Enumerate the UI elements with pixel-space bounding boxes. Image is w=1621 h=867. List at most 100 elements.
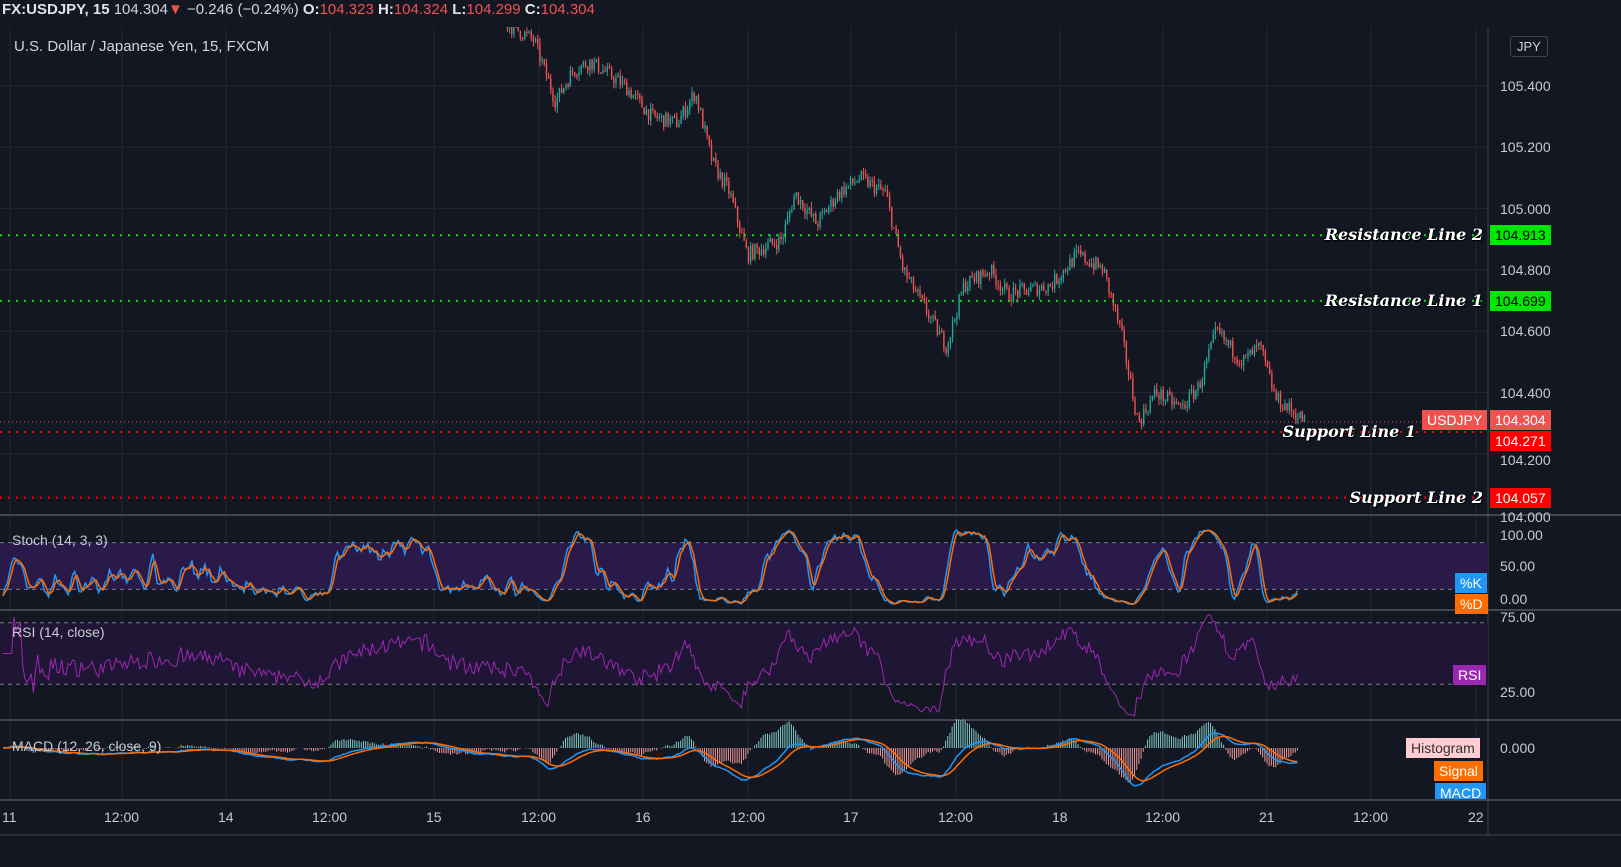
candle-body (812, 214, 815, 217)
candle-body (1247, 353, 1249, 356)
candle-body (884, 190, 886, 192)
candle-body (793, 196, 795, 210)
candle-body (771, 238, 774, 244)
candle-body (977, 271, 980, 284)
stoch-tick: 0.00 (1500, 591, 1528, 607)
candle-body (1212, 333, 1214, 343)
candle-body (1173, 401, 1175, 405)
candle-body (930, 317, 932, 319)
candle-body (773, 243, 776, 245)
candle-body (938, 331, 941, 335)
candle-body (613, 78, 615, 84)
candle-body (943, 332, 945, 349)
candle-body (908, 277, 910, 279)
candle-body (1192, 390, 1195, 399)
candle-body (880, 184, 882, 190)
candle-body (680, 115, 682, 124)
candle-body (932, 315, 934, 318)
candle-body (1164, 400, 1167, 402)
candle-body (754, 244, 756, 260)
candle-body (641, 97, 643, 108)
candle-body (789, 211, 791, 217)
candle-body (1077, 249, 1080, 251)
candle-body (652, 108, 654, 111)
candle-body (867, 176, 869, 187)
candle-body (1049, 284, 1052, 287)
candle-body (474, 7, 475, 9)
time-tick: 16 (635, 809, 651, 825)
chart-title: U.S. Dollar / Japanese Yen, 15, FXCM (14, 38, 270, 55)
candle-body (1203, 363, 1206, 381)
candle-body (971, 275, 973, 278)
candle-body (784, 224, 787, 238)
price-tag: 104.271 (1490, 430, 1551, 451)
candle-body (749, 245, 752, 262)
macd-title: MACD (12, 26, close, 9) (12, 738, 162, 754)
candle-body (997, 284, 999, 286)
macd-tick: 0.000 (1500, 740, 1536, 756)
candle-body (1149, 399, 1151, 413)
candle-body (721, 172, 724, 187)
candle-body (1301, 411, 1303, 422)
candle-body (1058, 280, 1060, 284)
candle-body (669, 118, 671, 125)
candle-body (372, 0, 373, 1)
candle-body (708, 135, 711, 145)
candle-body (719, 172, 721, 179)
candle-body (912, 277, 915, 290)
candle-body (765, 248, 767, 255)
candle-body (1023, 284, 1025, 289)
candle-body (595, 58, 598, 62)
candle-body (1047, 284, 1049, 293)
candle-body (995, 274, 997, 285)
candle-body (1162, 389, 1164, 402)
candle-body (636, 93, 639, 96)
candle-body (346, 10, 347, 18)
price-tag: 104.913 (1490, 225, 1551, 246)
candle-body (925, 301, 928, 314)
candle-body (511, 27, 513, 34)
high-label: H: (377, 1, 394, 18)
candle-body (1208, 349, 1210, 360)
time-tick: 21 (1259, 809, 1275, 825)
candle-body (1080, 250, 1082, 255)
candle-body (858, 179, 860, 182)
candle-body (368, 2, 369, 8)
candle-body (1001, 288, 1004, 291)
candle-body (1195, 391, 1197, 399)
candle-body (756, 244, 758, 249)
candle-body (508, 27, 511, 29)
candle-body (1136, 414, 1138, 416)
price-tick: 104.800 (1500, 261, 1551, 278)
candle-body (945, 348, 947, 354)
candle-body (717, 163, 719, 179)
candle-body (849, 178, 852, 186)
candle-body (1064, 269, 1067, 272)
candle-body (1151, 396, 1154, 400)
candle-body (969, 275, 971, 287)
candle-body (845, 186, 847, 195)
currency-button[interactable]: JPY (1510, 36, 1548, 57)
candle-body (697, 96, 700, 110)
stoch-band (0, 542, 1488, 590)
macd-line (2, 732, 1298, 787)
symbol[interactable]: FX:USDJPY, 15 (2, 1, 110, 18)
candle-body (565, 85, 567, 89)
candle-body (543, 59, 545, 64)
candle-body (506, 27, 509, 29)
candle-body (1051, 286, 1054, 289)
candle-body (1088, 263, 1091, 267)
time-tick: 15 (426, 809, 442, 825)
candle-body (838, 191, 841, 199)
candle-body (947, 343, 949, 354)
candle-body (1277, 393, 1280, 401)
price-tick: 104.000 (1500, 508, 1551, 525)
candle-body (376, 0, 377, 6)
candle-body (1188, 391, 1191, 407)
candle-body (1132, 378, 1134, 400)
candle-body (569, 70, 572, 87)
candle-body (1199, 382, 1201, 389)
candle-body (489, 7, 490, 10)
candle-body (1299, 411, 1301, 419)
